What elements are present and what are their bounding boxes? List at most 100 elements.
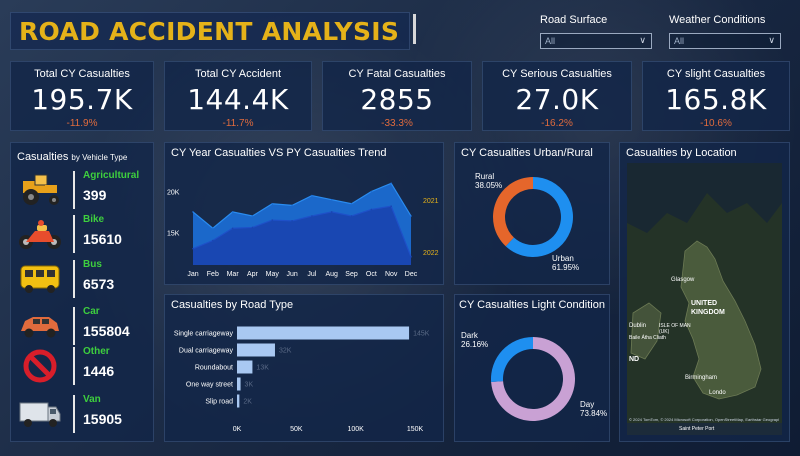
kpi-card-cy-serious-casualties: CY Serious Casualties 27.0K -16.2% [482,61,632,131]
prohibited-icon [23,349,57,383]
data-point [251,215,254,217]
road-surface-label: Road Surface [540,14,608,26]
map-label-isle-of-man: ISLE OF MAN (UK) [659,323,691,335]
trend-chart-title: CY Year Casualties VS PY Casualties Tren… [171,147,387,159]
x-tick-label: Sep [345,271,358,278]
x-tick-label: Oct [366,271,377,278]
map-label-baile-atha-cliath: Baile Átha Cliath [629,335,666,341]
dark-label: Dark 26.16% [461,331,489,349]
kpi-card-total-cy-accident: Total CY Accident 144.4K -11.7% [164,61,312,131]
page-title: ROAD ACCIDENT ANALYSIS [19,17,400,46]
x-tick-label: Jan [187,271,198,278]
motorbike-icon [19,220,61,249]
map-label-nd: ND [629,356,640,363]
y-tick-label: 15K [167,230,180,237]
data-point [330,211,333,213]
urban-label: Urban 61.95% [552,254,580,272]
data-point [410,215,412,217]
vehicle-value: 6573 [83,276,115,292]
ireland-landmass [630,302,662,360]
light-condition-donut [491,337,575,421]
kpi-change: -33.3% [381,118,413,129]
data-point [291,204,293,207]
weather-conditions-label: Weather Conditions [669,14,766,26]
vehicle-divider [73,307,75,345]
data-point [370,208,373,211]
kpi-value: 144.4K [187,83,289,116]
road-type-chart-panel: Casualties by Road Type Single carriagew… [164,294,444,442]
data-point [212,227,214,230]
road-type-label: One way street [186,382,233,389]
series-area-2022 [193,206,411,265]
road-surface-slicer: Road Surface All ∨ [540,14,652,49]
vehicle-item-car: Car 155804 [11,303,151,351]
vehicle-name: Van [83,394,101,405]
text-cursor [413,14,416,44]
day-label: Day 73.84% [580,400,608,418]
vehicle-item-van: Van 15905 [11,391,151,439]
x-tick-label: Aug [325,271,338,278]
kpi-label: CY slight Casualties [666,68,766,80]
road-type-label: Roundabout [195,365,233,372]
vehicle-name: Other [83,346,110,357]
vehicle-divider [73,395,75,433]
road-type-bar [237,343,275,357]
kpi-card-cy-slight-casualties: CY slight Casualties 165.8K -10.6% [642,61,790,131]
trend-chart: 20K 15K Jan Feb Mar Apr May Jun Jul Aug Sep Oct Nov D… [167,182,439,278]
road-type-bar [237,360,253,374]
vehicle-item-agricultural: Agricultural 399 [11,167,151,215]
urban-rural-title: CY Casualties Urban/Rural [461,147,593,159]
x-tick-label: Feb [207,271,219,278]
kpi-value: 2855 [360,83,434,116]
kpi-value: 27.0K [515,83,599,116]
chevron-down-icon: ∨ [639,35,646,45]
series-line-2021 [192,182,412,230]
weather-conditions-value: All [674,36,685,46]
kpi-change: -11.9% [66,118,98,129]
data-point [212,239,214,242]
data-point [291,220,293,222]
vehicle-value: 15610 [83,231,122,247]
x-tick-label: Mar [227,271,240,278]
road-surface-value: All [545,36,556,46]
map-label-saint-peter-port: Saint Peter Port [679,426,715,432]
weather-conditions-dropdown[interactable]: All ∨ [669,33,781,49]
x-tick-label: 50K [290,426,303,433]
location-map[interactable]: UNITED KINGDOM Glasgow ISLE OF MAN (UK) … [627,163,782,435]
road-type-bar [237,326,410,340]
data-point [390,182,392,185]
vehicle-value: 155804 [83,323,130,339]
donut-slice-rural [493,177,533,247]
kpi-value: 165.8K [665,83,767,116]
data-point [271,219,274,221]
map-attribution: © 2024 TomTom, © 2024 Microsoft Corporat… [629,417,779,422]
x-tick-label: Dec [405,271,418,278]
road-type-chart: Single carriageway 145K Dual carriageway 32… [174,326,430,433]
urban-rural-donut [493,177,573,257]
chevron-down-icon: ∨ [768,35,775,45]
data-point [410,256,412,258]
road-type-chart-title: Casualties by Road Type [171,299,294,311]
location-map-panel: Casualties by Location UNITED KINGDOM Gl… [619,142,790,442]
weather-conditions-slicer: Weather Conditions All ∨ [669,14,781,49]
kpi-label: CY Fatal Casualties [348,68,446,80]
kpi-value: 195.7K [31,83,133,116]
map-label-birmingham: Birmingham [685,375,718,381]
x-tick-label: 0K [233,426,242,433]
vehicle-item-other: Other 1446 [11,343,151,391]
map-label-country: UNITED KINGDOM [691,300,725,316]
road-surface-dropdown[interactable]: All ∨ [540,33,652,49]
light-condition-panel: CY Casualties Light Condition Dark 26.16… [454,294,610,442]
data-point [271,202,274,205]
vehicle-type-panel: Casualties by Vehicle Type Agricultural … [10,142,154,442]
data-point [231,227,234,230]
vehicle-value: 1446 [83,363,115,379]
vehicle-item-bus: Bus 6573 [11,256,151,304]
road-type-value-label: 3K [245,382,254,389]
data-point [192,211,194,213]
data-point [192,247,194,250]
road-type-label: Slip road [205,399,233,406]
donut-slice-urban [505,177,573,257]
road-type-value-label: 2K [243,399,252,406]
location-map-title: Casualties by Location [626,147,737,159]
